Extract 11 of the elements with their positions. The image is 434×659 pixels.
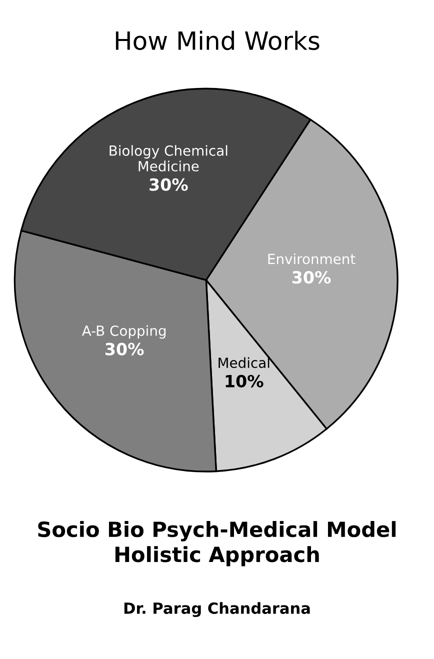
slice-label: Medical xyxy=(218,357,270,368)
data-label: 30% xyxy=(292,271,331,284)
chart-title: How Mind Works xyxy=(116,30,320,50)
data-label: 30% xyxy=(106,342,144,356)
text: Dr. Parag Chandarana xyxy=(124,602,310,618)
text: Socio Bio Psych-Medical Model Holistic Approach xyxy=(38,521,396,566)
slice-label: Biology Chemical Medicine xyxy=(110,145,228,172)
slice-label: Environment xyxy=(268,253,356,264)
data-label: 10% xyxy=(226,374,264,388)
slice-label: A-B Copping xyxy=(82,325,166,339)
data-label: 30% xyxy=(150,178,188,191)
